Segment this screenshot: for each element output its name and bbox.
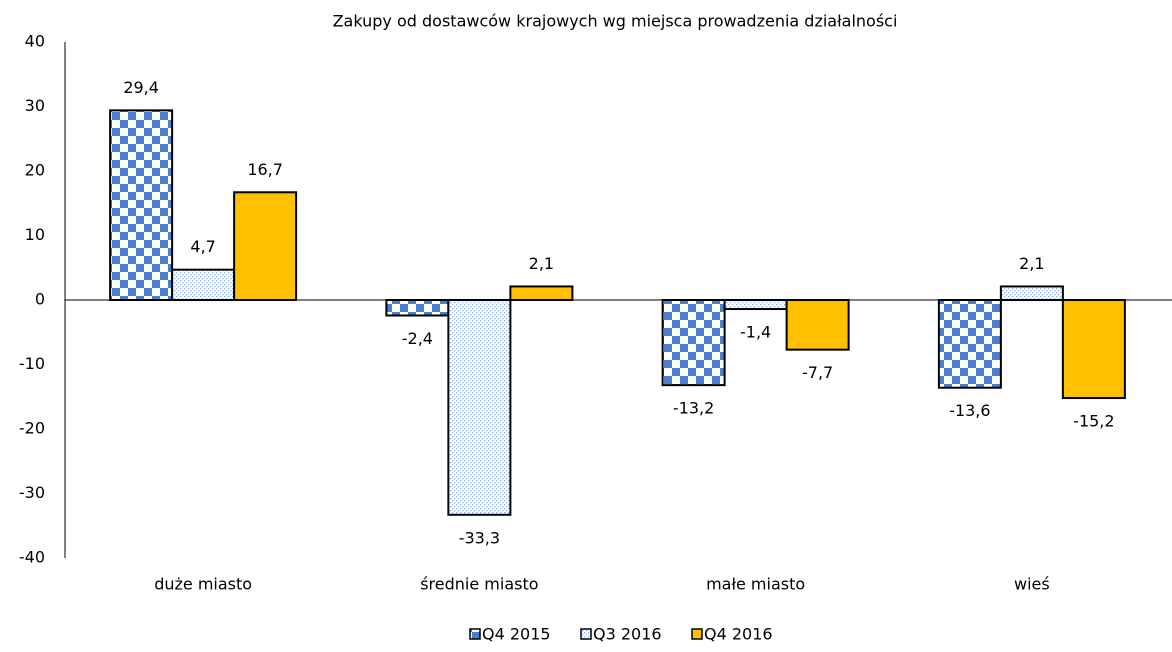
legend-swatch [580, 628, 592, 640]
data-label: 4,7 [190, 237, 215, 256]
chart-title: Zakupy od dostawców krajowych wg miejsca… [333, 12, 898, 31]
data-label: -15,2 [1073, 412, 1114, 431]
data-label: 2,1 [1019, 254, 1044, 273]
data-label: -33,3 [459, 528, 500, 547]
x-tick-label: wieś [1014, 575, 1050, 594]
x-tick-label: średnie miasto [420, 575, 538, 594]
bar [171, 268, 236, 301]
data-label: -2,4 [402, 329, 433, 348]
y-tick-label: -40 [19, 548, 45, 567]
y-tick-label: 40 [25, 32, 45, 51]
data-label: 2,1 [529, 254, 554, 273]
bar [785, 299, 850, 351]
bar [509, 285, 574, 301]
legend-label: Q4 2015 [482, 625, 551, 644]
y-tick-label: -30 [19, 483, 45, 502]
bar [233, 191, 298, 301]
bar [1061, 299, 1126, 400]
x-tick-label: duże miasto [154, 575, 252, 594]
y-tick-label: -10 [19, 354, 45, 373]
y-tick-label: 10 [25, 225, 45, 244]
data-label: -1,4 [740, 323, 771, 342]
y-tick-label: 0 [35, 290, 45, 309]
bar [999, 285, 1064, 301]
bar [937, 299, 1002, 389]
bar [661, 299, 726, 387]
legend-swatch [469, 628, 481, 640]
data-label: -13,6 [949, 401, 990, 420]
x-tick-label: małe miasto [706, 575, 805, 594]
y-tick-label: 30 [25, 96, 45, 115]
legend-label: Q4 2016 [704, 625, 773, 644]
legend-swatch [691, 628, 703, 640]
bar [723, 299, 788, 311]
data-label: 29,4 [123, 78, 159, 97]
y-tick-label: -20 [19, 419, 45, 438]
data-label: -7,7 [802, 363, 833, 382]
bar [385, 299, 450, 317]
data-label: -13,2 [673, 399, 714, 418]
bar [447, 299, 512, 516]
legend-label: Q3 2016 [593, 625, 662, 644]
data-label: 16,7 [247, 160, 283, 179]
bar [109, 109, 174, 302]
y-tick-label: 20 [25, 161, 45, 180]
